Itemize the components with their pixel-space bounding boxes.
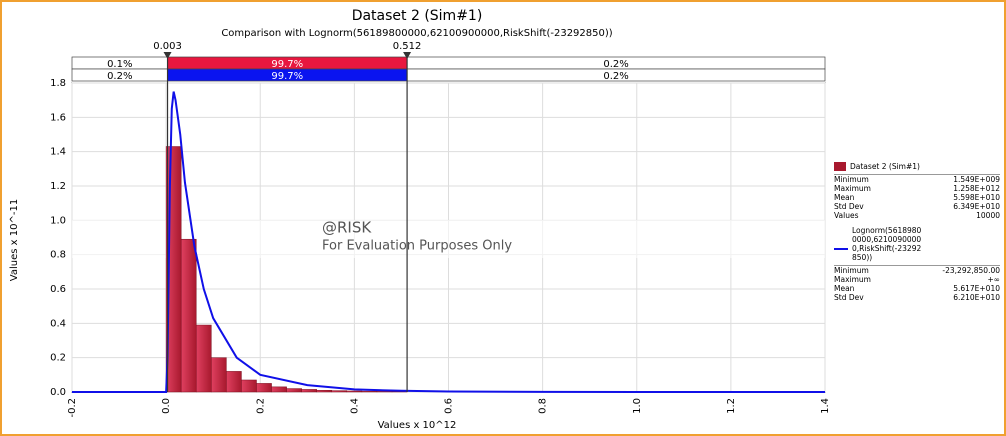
delimiter-value: 0.003 <box>153 41 182 52</box>
histogram-bar <box>316 390 333 393</box>
stat-label: Maximum <box>834 184 871 193</box>
x-tick-label: 0.4 <box>349 398 360 414</box>
chart-title: Dataset 2 (Sim#1) <box>352 8 483 24</box>
stat-label: Maximum <box>834 275 871 284</box>
stat-label: Minimum <box>834 175 869 184</box>
histogram-bar <box>180 238 197 393</box>
legend-name: Lognorm(56189800000,62100900000,RiskShif… <box>852 226 922 262</box>
delimiter-label: 0.2% <box>603 59 628 70</box>
y-tick-label: 0.8 <box>50 250 66 261</box>
y-tick-label: 1.4 <box>50 147 66 158</box>
stat-label: Mean <box>834 193 855 202</box>
y-tick-label: 1.6 <box>50 112 66 123</box>
watermark-band <box>72 220 825 258</box>
stat-value: 6.210E+010 <box>953 293 1000 302</box>
histogram-bar <box>195 324 212 393</box>
y-tick-label: 1.2 <box>50 181 66 192</box>
stats-row: Std Dev 6.349E+010 <box>834 202 1000 211</box>
delimiter-label: 99.7% <box>271 59 303 70</box>
stats-row: Mean 5.617E+010 <box>834 284 1000 293</box>
watermark: @RISK <box>322 219 372 237</box>
legend-swatch <box>834 248 848 250</box>
y-tick-label: 0.2 <box>50 353 66 364</box>
stat-label: Mean <box>834 284 855 293</box>
y-tick-label: 1.8 <box>50 78 66 89</box>
y-tick-label: 0.4 <box>50 318 66 329</box>
x-tick-label: 1.0 <box>632 398 643 414</box>
histogram-bar <box>271 386 287 393</box>
stats-row: Minimum -23,292,850.00 <box>834 266 1000 275</box>
stat-value: 5.598E+010 <box>953 193 1000 202</box>
stat-label: Std Dev <box>834 202 864 211</box>
delimiter-value: 0.512 <box>393 41 422 52</box>
histogram-bar <box>346 390 363 393</box>
stats-row: Std Dev 6.210E+010 <box>834 293 1000 302</box>
watermark: For Evaluation Purposes Only <box>322 239 512 254</box>
x-axis-label: Values x 10^12 <box>378 420 457 431</box>
y-axis-label: Values x 10^-11 <box>9 199 20 281</box>
delimiter-handle <box>163 52 172 59</box>
x-tick-label: 1.4 <box>820 398 831 414</box>
legend-swatch <box>834 162 846 171</box>
histogram-bar <box>211 357 227 393</box>
stat-label: Values <box>834 211 859 220</box>
stat-value: 6.349E+010 <box>953 202 1000 211</box>
delimiter-label: 99.7% <box>271 71 303 82</box>
legend-entry: Lognorm(56189800000,62100900000,RiskShif… <box>834 226 1000 262</box>
histogram-bar <box>256 383 272 393</box>
x-tick-label: 0.8 <box>538 398 549 414</box>
chart-subtitle: Comparison with Lognorm(56189800000,6210… <box>221 28 612 39</box>
stat-value: 1.549E+009 <box>953 175 1000 184</box>
histogram-bar <box>301 389 317 393</box>
y-tick-label: 1.0 <box>50 215 66 226</box>
stat-value: +∞ <box>987 275 1000 284</box>
stats-row: Minimum 1.549E+009 <box>834 175 1000 184</box>
stats-row: Values 10000 <box>834 211 1000 220</box>
fit-curve <box>72 91 825 393</box>
delimiter-label: 0.1% <box>107 59 132 70</box>
legend-entry: Dataset 2 (Sim#1) <box>834 162 1000 171</box>
histogram-bar <box>241 379 257 393</box>
histogram-bar <box>331 390 348 393</box>
histogram-bar <box>226 371 242 393</box>
x-tick-label: 0.2 <box>255 398 266 414</box>
y-tick-label: 0.6 <box>50 284 66 295</box>
legend: Dataset 2 (Sim#1) Minimum 1.549E+009 Maximu… <box>834 162 1000 308</box>
histogram-bar <box>286 388 302 393</box>
delimiter-label: 0.2% <box>107 71 132 82</box>
x-tick-label: 1.2 <box>726 398 737 414</box>
stats-row: Mean 5.598E+010 <box>834 193 1000 202</box>
stat-value: -23,292,850.00 <box>942 266 1000 275</box>
delimiter-handle <box>403 52 412 59</box>
histogram-bar <box>361 390 378 393</box>
stats-table: Minimum 1.549E+009 Maximum 1.258E+012 Mean 5.… <box>834 174 1000 220</box>
y-tick-label: 0.0 <box>50 387 66 398</box>
stats-row: Maximum 1.258E+012 <box>834 184 1000 193</box>
stat-value: 5.617E+010 <box>953 284 1000 293</box>
stat-label: Minimum <box>834 266 869 275</box>
x-tick-label: 0.6 <box>444 398 455 414</box>
stat-value: 10000 <box>976 211 1000 220</box>
x-tick-label: -0.2 <box>67 398 78 418</box>
legend-name: Dataset 2 (Sim#1) <box>850 162 920 171</box>
stats-table: Minimum -23,292,850.00 Maximum +∞ Mean 5.617E… <box>834 265 1000 302</box>
x-tick-label: 0.0 <box>161 398 172 414</box>
stat-label: Std Dev <box>834 293 864 302</box>
stats-row: Maximum +∞ <box>834 275 1000 284</box>
delimiter-label: 0.2% <box>603 71 628 82</box>
stat-value: 1.258E+012 <box>953 184 1000 193</box>
